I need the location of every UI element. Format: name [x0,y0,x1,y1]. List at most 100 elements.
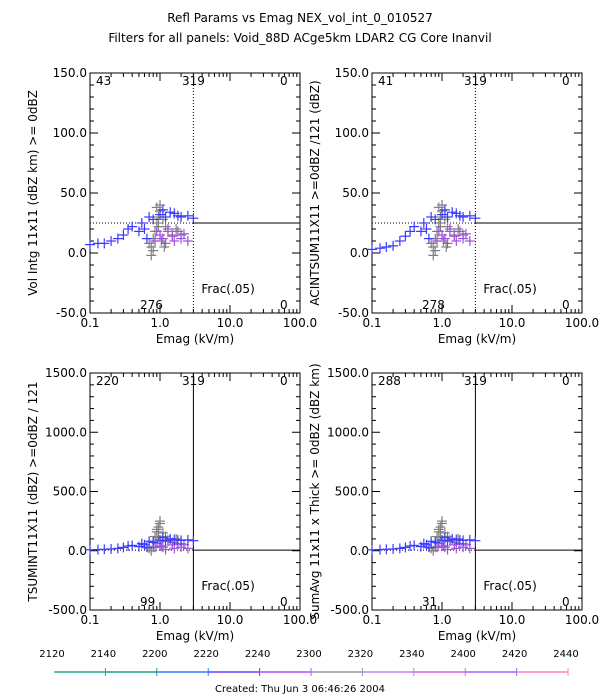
y-tick-label: 150.0 [335,66,369,80]
data-point [151,202,162,213]
count-bottom-center: 99 [140,595,155,609]
data-point [439,532,450,543]
data-point [146,250,157,261]
data-point [449,231,460,242]
x-tick-label: 10.0 [217,613,244,627]
y-tick-label: 0.0 [350,544,369,558]
x-tick-label: 0.1 [362,316,381,330]
time-tick-label: 2420 [502,649,527,660]
time-tick-label: 2200 [142,649,167,660]
x-tick-label: 0.1 [362,613,381,627]
x-axis-label: Emag (kV/m) [156,332,234,346]
data-point [160,238,171,249]
frac-annotation: Frac(.05) [201,282,254,296]
data-point [148,214,159,225]
data-point [381,242,392,252]
count-bottom-right: 0 [562,595,570,609]
y-tick-label: 100.0 [53,126,87,140]
y-tick-label: 1500.0 [45,366,87,380]
data-point [409,540,420,551]
count-top-center: 319 [182,74,205,88]
data-point [464,534,475,545]
data-point [432,236,443,246]
data-point [162,224,173,234]
data-point [169,236,180,246]
y-tick-label: 1000.0 [45,425,87,439]
data-point [178,228,189,239]
data-point [118,542,129,553]
data-point [464,236,475,246]
count-bottom-center: 278 [422,298,445,312]
data-point [458,212,469,222]
data-point [165,207,176,218]
data-point [442,544,453,555]
count-top-center: 319 [464,74,487,88]
data-point [409,221,420,232]
y-tick-label: 100.0 [335,126,369,140]
time-tick-label: 2440 [553,649,578,660]
data-point [464,210,475,221]
footer-created: Created: Thu Jun 3 06:46:26 2004 [215,684,385,695]
data-point [430,537,441,548]
y-tick-label: 500.0 [53,485,87,499]
data-point [150,236,161,246]
data-point [423,542,434,553]
time-tick-label: 2120 [39,649,64,660]
frac-annotation: Frac(.05) [201,579,254,593]
data-point [182,534,193,545]
data-point [141,233,152,244]
data-point [423,233,434,244]
count-top-center: 319 [464,374,487,388]
figure-title: Refl Params vs Emag NEX_vol_int_0_010527 [167,11,433,25]
frac-annotation: Frac(.05) [483,579,536,593]
plot-frame [371,72,583,314]
data-point [127,221,138,232]
count-top-left: 43 [96,74,111,88]
data-point [188,535,199,546]
x-tick-label: 10.0 [499,613,526,627]
figure-subtitle: Filters for all panels: Void_88D ACge5km… [108,31,491,45]
data-point [182,236,193,246]
data-point [470,535,481,546]
data-point [160,544,171,555]
count-bottom-right: 0 [562,298,570,312]
data-point [127,540,138,551]
time-tick-label: 2320 [348,649,373,660]
data-point [415,226,426,237]
data-point [141,542,152,553]
y-tick-label: -50.0 [338,306,369,320]
y-tick-label: 1000.0 [327,425,369,439]
y-tick-label: 1500.0 [327,366,369,380]
data-point [444,224,455,234]
data-point [160,212,171,222]
x-tick-label: 100.0 [565,613,599,627]
data-point [182,210,193,221]
data-point [106,236,117,246]
data-point [123,224,134,234]
data-point [155,516,165,527]
data-point [464,543,475,554]
data-point [144,536,155,547]
count-top-center: 319 [182,374,205,388]
data-point [470,213,481,224]
time-tick-label: 2340 [399,649,424,660]
y-axis-label: ACINTSUM11X11 >=0dBZ /121 (dBZ) [308,80,322,305]
time-bar: 2120 2140 2200 2220 2240 2300 2320 2340 2400 2420… [39,649,579,676]
x-tick-label: 1.0 [150,613,169,627]
y-tick-label: -500.0 [330,603,369,617]
data-point [172,226,183,237]
data-point [136,538,147,549]
data-point [435,221,446,232]
data-point [112,233,123,244]
y-tick-label: 50.0 [342,186,369,200]
data-point [454,226,465,237]
x-tick-label: 100.0 [283,316,317,330]
data-point [148,537,159,548]
y-tick-label: -500.0 [48,603,87,617]
y-tick-label: 50.0 [60,186,87,200]
data-point [144,212,155,222]
data-point [418,538,429,549]
y-tick-label: 0.0 [68,544,87,558]
time-tick-label: 2400 [450,649,475,660]
